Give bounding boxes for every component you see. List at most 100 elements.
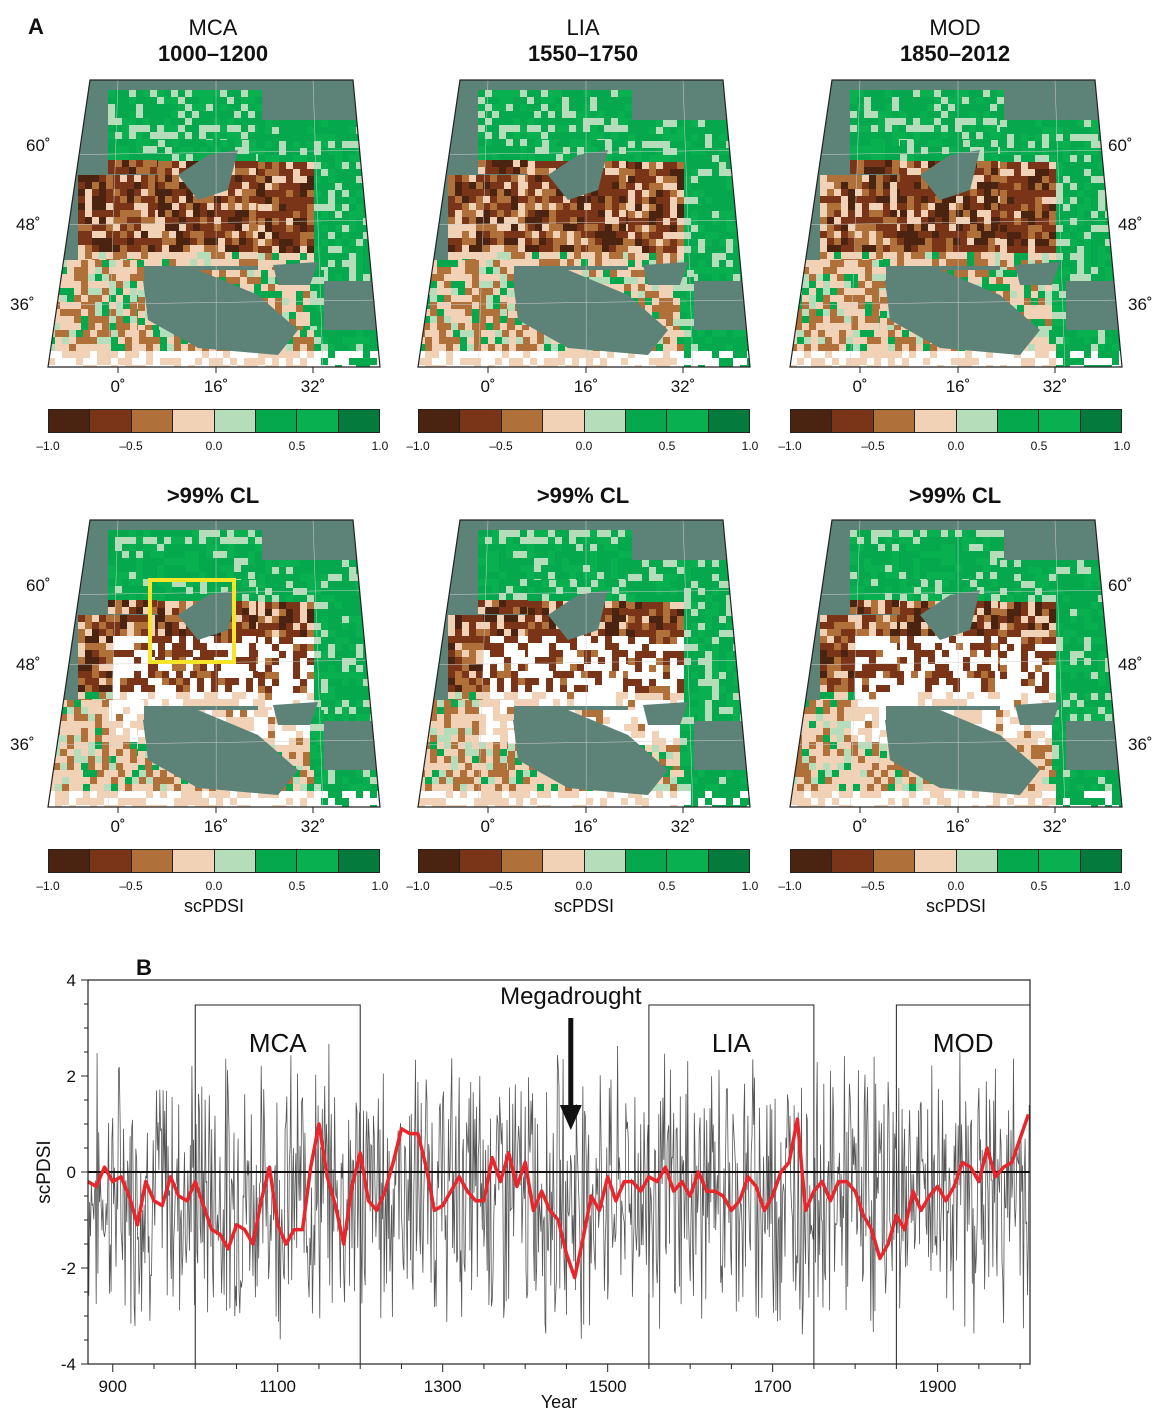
latitude-label: 60˚ bbox=[1108, 576, 1133, 595]
latitude-label: 36˚ bbox=[1128, 295, 1153, 314]
colorbar-tick-label: 0.0 bbox=[575, 879, 593, 893]
colorbar-tick-label: –1.0 bbox=[778, 439, 802, 453]
colorbar-tick-label: –0.5 bbox=[861, 439, 885, 453]
colorbar-swatch bbox=[49, 410, 91, 432]
colorbar-tick-label: –1.0 bbox=[36, 439, 60, 453]
europe-scpdsi-map bbox=[47, 519, 381, 813]
longitude-label: 32˚ bbox=[670, 817, 696, 836]
panel-a-label: A bbox=[28, 14, 44, 39]
map-period-label: LIA bbox=[566, 15, 600, 40]
colorbar-tick-label: 0.0 bbox=[205, 439, 223, 453]
colorbar-swatch bbox=[49, 850, 91, 872]
colorbar-axis-label: scPDSI bbox=[925, 896, 986, 916]
colorbar-tick-label: 0.5 bbox=[1030, 879, 1048, 893]
map-frame bbox=[789, 519, 1123, 808]
period-label-lia: LIA bbox=[712, 1028, 752, 1058]
colorbar-swatch bbox=[338, 410, 379, 432]
longitude-label: 16˚ bbox=[945, 377, 971, 396]
colorbar-swatch bbox=[997, 850, 1040, 872]
colorbar-tick-label: 0.0 bbox=[947, 879, 965, 893]
map-frame bbox=[417, 79, 751, 368]
colorbar-tick-label: –1.0 bbox=[406, 439, 430, 453]
map-years-label: 1550–1750 bbox=[527, 41, 639, 66]
map-title-mca: MCA 1000–1200 bbox=[48, 15, 378, 67]
colorbar-swatch bbox=[915, 850, 957, 872]
x-tick-label: 1100 bbox=[259, 1377, 296, 1396]
x-tick-label: 1700 bbox=[754, 1377, 792, 1396]
black-sea bbox=[643, 262, 688, 285]
colorbar-swatch bbox=[501, 410, 544, 432]
colorbar bbox=[418, 849, 750, 873]
map-title-mod: MOD 1850–2012 bbox=[790, 15, 1120, 67]
colorbar-swatch bbox=[915, 410, 957, 432]
x-tick-label: 900 bbox=[99, 1377, 127, 1396]
colorbar-swatch bbox=[173, 850, 215, 872]
colorbar-swatch bbox=[419, 410, 461, 432]
scpdsi-time-series-chart: MCA LIA MOD -4 -2 0 2 4 900 1100 1300 1500 1700 1900 Y… bbox=[34, 971, 1031, 1412]
colorbar-swatch bbox=[255, 410, 298, 432]
highlight-region-box bbox=[148, 578, 236, 664]
map-period-label: MCA bbox=[188, 15, 238, 40]
latitude-label: 60˚ bbox=[26, 576, 51, 595]
x-tick-label: 1900 bbox=[919, 1377, 957, 1396]
colorbar-swatch bbox=[791, 410, 833, 432]
longitude-label: 0˚ bbox=[480, 817, 496, 836]
longitude-label: 16˚ bbox=[203, 817, 229, 836]
colorbar-swatch bbox=[255, 850, 298, 872]
panel-b-label: B bbox=[136, 955, 152, 980]
significance-label: >99% CL bbox=[908, 483, 1002, 508]
colorbar bbox=[48, 849, 380, 873]
colorbar bbox=[48, 409, 380, 433]
colorbar-swatch bbox=[584, 850, 626, 872]
y-axis-label: scPDSI bbox=[34, 1140, 55, 1203]
latitude-label: 36˚ bbox=[10, 295, 35, 314]
map-frame bbox=[47, 519, 381, 808]
colorbar-swatch bbox=[667, 410, 709, 432]
colorbar-swatch bbox=[873, 410, 916, 432]
y-tick-label: -4 bbox=[61, 1355, 76, 1374]
map-frame bbox=[789, 79, 1123, 368]
colorbar-swatch bbox=[131, 850, 174, 872]
longitude-label: 32˚ bbox=[1042, 817, 1068, 836]
colorbar-tick-label: 1.0 bbox=[371, 879, 389, 893]
mediterranean-sea bbox=[885, 270, 1040, 355]
map-frame bbox=[417, 519, 751, 808]
y-tick-label: 4 bbox=[67, 971, 76, 990]
longitude-label: 0˚ bbox=[110, 817, 126, 836]
mediterranean-sea bbox=[885, 710, 1040, 795]
colorbar-tick-label: –1.0 bbox=[406, 879, 430, 893]
colorbar-tick-label: 0.5 bbox=[288, 439, 306, 453]
map-significance-title: >99% CL bbox=[48, 483, 378, 509]
colorbar-swatch bbox=[90, 410, 132, 432]
black-sea bbox=[273, 702, 318, 725]
europe-scpdsi-map bbox=[789, 519, 1123, 813]
colorbar-swatch bbox=[338, 850, 379, 872]
map-significance-title: >99% CL bbox=[418, 483, 748, 509]
longitude-label: 32˚ bbox=[300, 817, 326, 836]
colorbar-swatch bbox=[832, 850, 874, 872]
colorbar-swatch bbox=[543, 410, 585, 432]
colorbar-swatch bbox=[708, 410, 749, 432]
colorbar-swatch bbox=[873, 850, 916, 872]
colorbar-tick-label: –0.5 bbox=[489, 879, 513, 893]
x-tick-label: 1500 bbox=[589, 1377, 627, 1396]
colorbar-swatch bbox=[832, 410, 874, 432]
colorbar-swatch bbox=[501, 850, 544, 872]
colorbar-swatch bbox=[667, 850, 709, 872]
latitude-label: 48˚ bbox=[16, 655, 41, 674]
colorbar-tick-label: 0.0 bbox=[205, 879, 223, 893]
black-sea bbox=[1015, 262, 1060, 285]
baltic-sea bbox=[548, 590, 608, 640]
x-axis-label: Year bbox=[541, 1392, 577, 1412]
longitude-label: 32˚ bbox=[300, 377, 326, 396]
colorbar-swatch bbox=[460, 410, 502, 432]
black-sea bbox=[1015, 702, 1060, 725]
latitude-label: 48˚ bbox=[1118, 215, 1143, 234]
colorbar-swatch bbox=[1039, 410, 1081, 432]
y-tick-label: -2 bbox=[61, 1259, 76, 1278]
longitude-label: 0˚ bbox=[852, 817, 868, 836]
megadrought-arrow-head bbox=[559, 1105, 582, 1130]
mediterranean-sea bbox=[143, 270, 298, 355]
latitude-label: 48˚ bbox=[1118, 655, 1143, 674]
colorbar-tick-label: 1.0 bbox=[741, 879, 759, 893]
